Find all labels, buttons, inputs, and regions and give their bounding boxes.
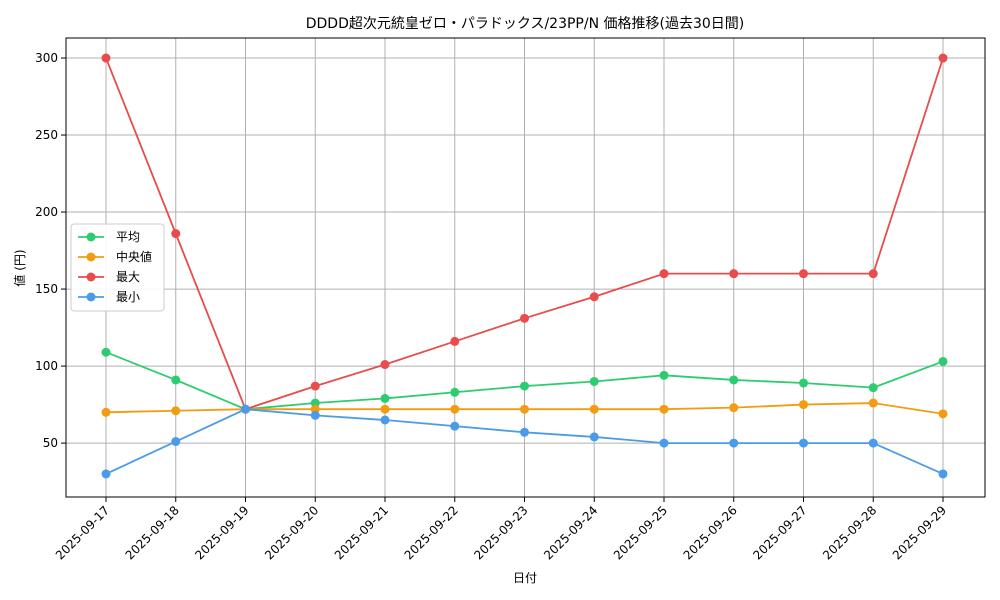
- x-tick-label: 2025-09-19: [192, 503, 251, 562]
- chart-title: DDDD超次元統皇ゼロ・パラドックス/23PP/N 価格推移(過去30日間): [306, 16, 745, 32]
- data-point: [241, 404, 250, 414]
- y-tick-label: 150: [35, 282, 58, 296]
- data-point: [868, 398, 878, 408]
- data-point: [799, 438, 808, 448]
- legend-marker: [86, 252, 96, 262]
- data-point: [171, 229, 181, 239]
- data-point: [171, 406, 181, 416]
- data-point: [729, 438, 739, 448]
- legend-label: 最小: [116, 290, 140, 304]
- data-point: [938, 469, 948, 479]
- data-point: [310, 398, 320, 408]
- legend-marker: [86, 272, 96, 282]
- data-point: [938, 356, 948, 366]
- data-point: [589, 404, 599, 414]
- x-tick-label: 2025-09-23: [471, 503, 530, 562]
- x-tick-label: 2025-09-29: [890, 503, 949, 562]
- data-point: [380, 415, 390, 425]
- data-point: [380, 393, 390, 403]
- x-tick-label: 2025-09-24: [541, 503, 600, 562]
- data-point: [101, 347, 111, 357]
- data-point: [450, 336, 460, 346]
- y-tick-label: 200: [35, 205, 58, 219]
- data-point: [520, 381, 529, 391]
- data-point: [589, 376, 599, 386]
- legend-label: 平均: [116, 230, 140, 244]
- data-point: [938, 53, 948, 63]
- x-tick-label: 2025-09-26: [681, 503, 740, 562]
- data-point: [868, 383, 878, 393]
- legend-label: 中央値: [116, 249, 152, 264]
- series-4: [101, 404, 948, 479]
- y-tick-label: 250: [35, 128, 58, 142]
- data-point: [589, 432, 599, 442]
- legend-entry: 平均: [78, 230, 140, 244]
- data-point: [380, 404, 390, 414]
- x-tick-label: 2025-09-22: [402, 503, 461, 562]
- data-point: [729, 269, 739, 279]
- data-point: [589, 292, 599, 302]
- data-point: [659, 438, 669, 448]
- data-point: [868, 438, 878, 448]
- data-point: [380, 360, 390, 370]
- plot-frame: [65, 37, 986, 498]
- data-point: [799, 400, 808, 410]
- data-point: [729, 403, 739, 413]
- data-point: [729, 375, 739, 385]
- x-tick-label: 2025-09-28: [820, 503, 879, 562]
- y-tick-label: 100: [35, 359, 58, 373]
- data-point: [101, 469, 111, 479]
- data-point: [938, 409, 948, 419]
- data-point: [659, 370, 669, 380]
- data-point: [310, 404, 320, 414]
- data-point: [171, 437, 181, 447]
- x-tick-label: 2025-09-20: [262, 503, 321, 562]
- data-point: [659, 404, 669, 414]
- x-tick-label: 2025-09-17: [53, 503, 112, 562]
- x-tick-label: 2025-09-25: [611, 503, 670, 562]
- data-point: [520, 404, 529, 414]
- data-point: [450, 387, 460, 397]
- legend-marker: [86, 292, 96, 302]
- series-layer: [101, 53, 948, 479]
- data-point: [310, 381, 320, 391]
- legend-marker: [86, 232, 96, 242]
- ticks: 2025-09-17 2025-09-18 2025-09-19 2025-09-20…: [35, 51, 949, 562]
- y-tick-label: 300: [35, 51, 58, 65]
- x-tick-label: 2025-09-18: [123, 503, 182, 562]
- data-point: [799, 378, 808, 388]
- data-point: [520, 427, 529, 437]
- data-point: [450, 421, 460, 431]
- x-axis-label: 日付: [513, 571, 537, 585]
- legend-entry: 最小: [78, 290, 140, 304]
- x-tick-label: 2025-09-27: [750, 503, 809, 562]
- data-point: [659, 269, 669, 279]
- legend-label: 最大: [116, 270, 140, 284]
- data-point: [520, 313, 529, 323]
- data-point: [171, 375, 181, 385]
- legend-entry: 最大: [78, 270, 140, 284]
- data-point: [101, 407, 111, 417]
- data-point: [799, 269, 808, 279]
- data-point: [101, 53, 111, 63]
- legend-entry: 中央値: [78, 249, 152, 264]
- legend-box: [70, 223, 165, 312]
- y-axis-label: 値 (円): [12, 249, 27, 286]
- data-point: [310, 410, 320, 420]
- y-tick-label: 50: [43, 436, 58, 450]
- x-tick-label: 2025-09-21: [332, 503, 391, 562]
- data-point: [868, 269, 878, 279]
- data-point: [450, 404, 460, 414]
